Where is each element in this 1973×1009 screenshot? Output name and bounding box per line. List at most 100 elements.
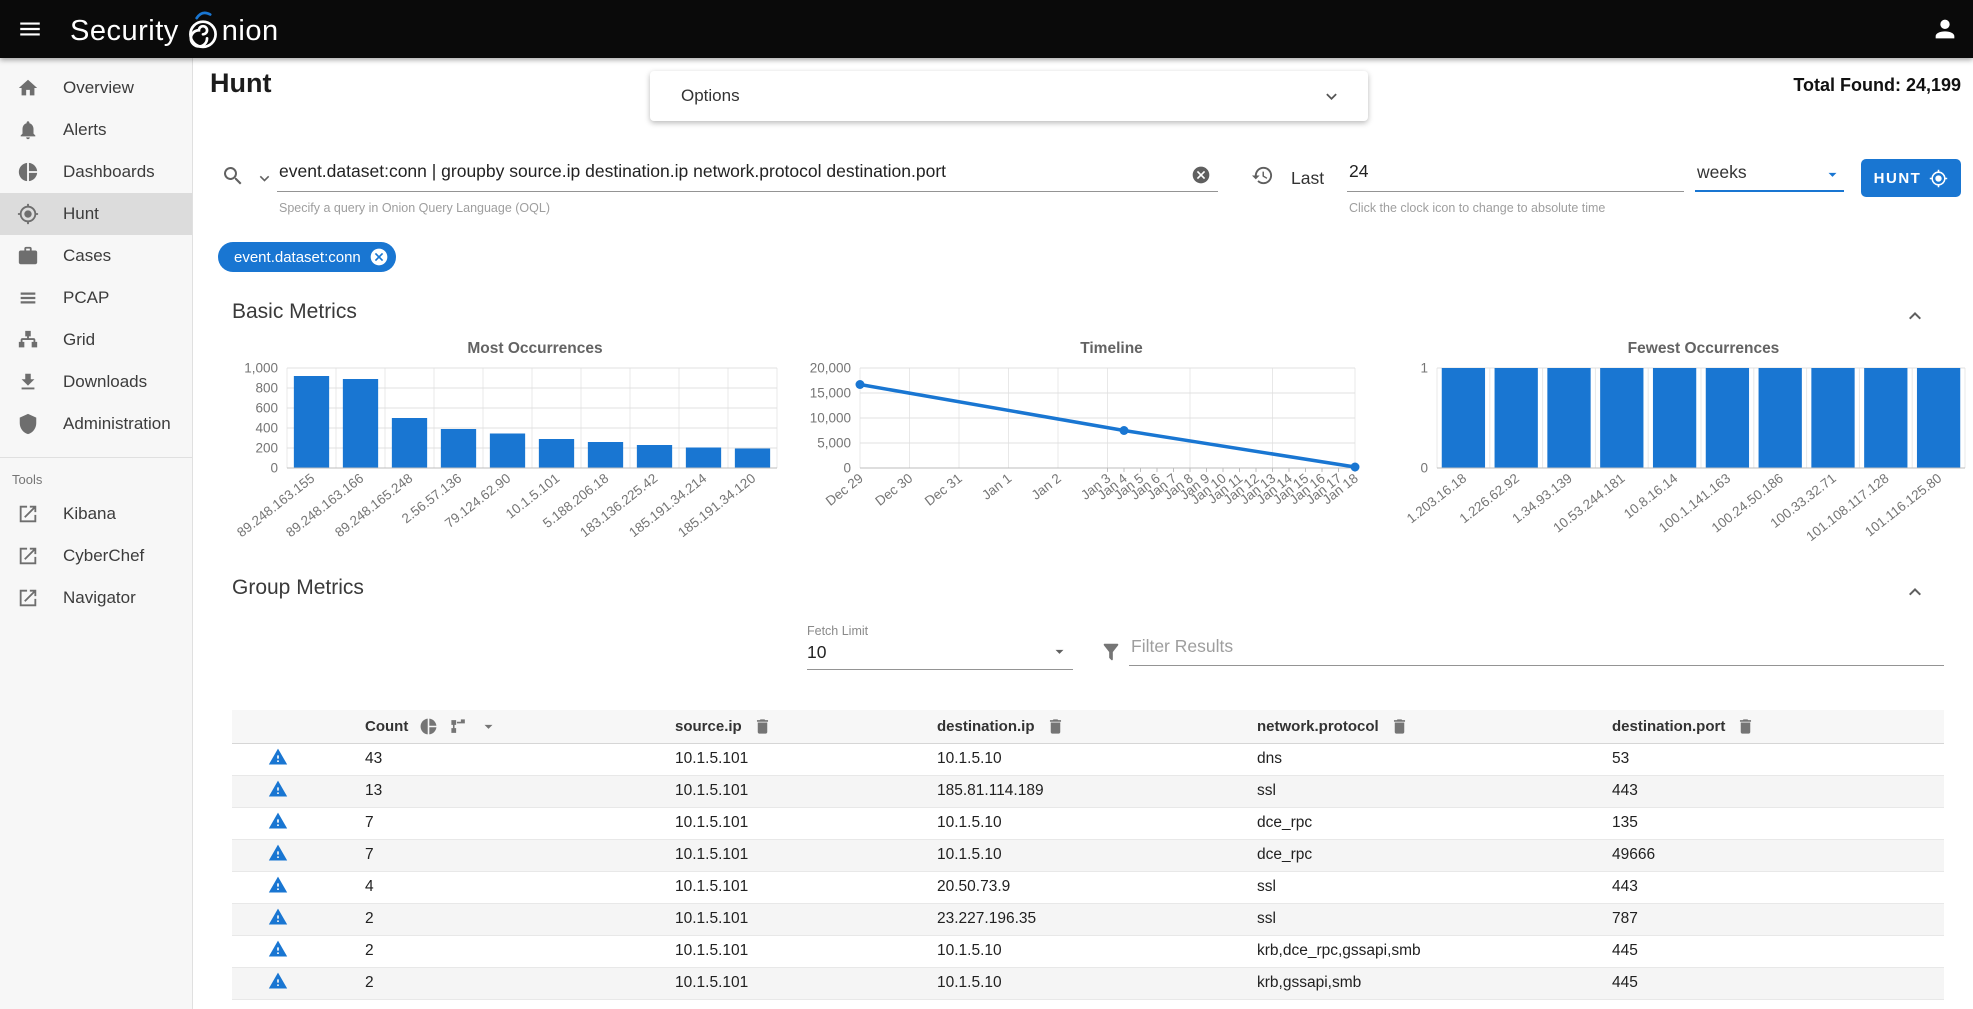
sidebar-item-downloads[interactable]: Downloads [0,361,192,403]
sidebar-item-dashboards[interactable]: Dashboards [0,151,192,193]
svg-text:600: 600 [255,401,278,416]
sidebar-item-label: Navigator [63,588,136,608]
bar-183.136.225.42[interactable] [637,445,672,468]
user-account-icon[interactable] [1931,15,1959,43]
sidebar-item-navigator[interactable]: Navigator [0,577,192,619]
table-cell: 10.1.5.101 [662,743,924,775]
relative-time-icon[interactable] [1251,164,1274,187]
bar-101.108.117.128[interactable] [1864,368,1907,468]
bar-10.53.244.181[interactable] [1600,368,1643,468]
external-icon [17,587,39,609]
chart-timeline[interactable]: Timeline05,00010,00015,00020,000Dec 29De… [793,340,1363,555]
sidebar-item-cases[interactable]: Cases [0,235,192,277]
svg-text:10,000: 10,000 [810,411,851,426]
table-row[interactable]: 1310.1.5.101185.81.114.189ssl443 [232,775,1944,807]
row-actions-warning-icon[interactable] [268,811,288,831]
table-cell: dce_rpc [1244,839,1599,871]
chart-most-occurrences[interactable]: Most Occurrences02004006008001,00089.248… [223,340,783,555]
bar-10.8.16.14[interactable] [1653,368,1696,468]
remove-column-icon[interactable] [1390,717,1409,736]
table-row[interactable]: 210.1.5.10110.1.5.10krb,dce_rpc,gssapi,s… [232,935,1944,967]
query-history-caret-icon[interactable] [255,169,274,188]
clear-query-icon[interactable] [1191,165,1211,185]
bar-1.203.16.18[interactable] [1442,368,1485,468]
remove-filter-icon[interactable] [369,247,389,267]
external-icon [17,503,39,525]
sidebar-item-administration[interactable]: Administration [0,403,192,445]
row-actions-warning-icon[interactable] [268,971,288,991]
bar-100.33.32.71[interactable] [1811,368,1854,468]
bar-185.191.34.120[interactable] [735,449,770,469]
column-menu-caret-icon[interactable] [479,717,498,736]
table-row[interactable]: 210.1.5.10123.227.196.35ssl787 [232,903,1944,935]
query-input[interactable] [277,158,1218,192]
sidebar-item-alerts[interactable]: Alerts [0,109,192,151]
bar-100.1.141.163[interactable] [1706,368,1749,468]
options-dropdown[interactable]: Options [650,71,1368,121]
row-actions-warning-icon[interactable] [268,747,288,767]
table-row[interactable]: 210.1.5.10110.1.5.10krb,gssapi,smb445 [232,967,1944,999]
table-row[interactable]: 710.1.5.10110.1.5.10dce_rpc135 [232,807,1944,839]
chart-canvas: 02004006008001,00089.248.163.15589.248.1… [223,360,783,550]
sidebar-item-overview[interactable]: Overview [0,67,192,109]
bar-1.226.62.92[interactable] [1495,368,1538,468]
bar-89.248.163.166[interactable] [343,379,378,468]
bar-101.116.125.80[interactable] [1917,368,1960,468]
row-actions-warning-icon[interactable] [268,875,288,895]
row-actions-warning-icon[interactable] [268,907,288,927]
table-row[interactable]: 4310.1.5.10110.1.5.10dns53 [232,743,1944,775]
row-actions-warning-icon[interactable] [268,843,288,863]
duration-input[interactable] [1347,158,1684,192]
remove-column-icon[interactable] [753,717,772,736]
remove-column-icon[interactable] [1736,717,1755,736]
collapse-group-metrics-icon[interactable] [1903,580,1927,604]
sidebar-item-cyberchef[interactable]: CyberChef [0,535,192,577]
svg-text:1,000: 1,000 [244,361,278,376]
table-row[interactable]: 710.1.5.10110.1.5.10dce_rpc49666 [232,839,1944,871]
row-actions-warning-icon[interactable] [268,779,288,799]
table-cell: ssl [1244,775,1599,807]
bar-185.191.34.214[interactable] [686,448,721,469]
table-row[interactable]: 410.1.5.10120.50.73.9ssl443 [232,871,1944,903]
remove-column-icon[interactable] [1046,717,1065,736]
row-actions-warning-icon[interactable] [268,939,288,959]
search-icon[interactable] [221,164,245,188]
sidebar-item-pcap[interactable]: PCAP [0,277,192,319]
main-content: Hunt Options Total Found: 24,199 Specify… [193,58,1973,1009]
filter-results-input[interactable] [1129,634,1944,666]
collapse-basic-metrics-icon[interactable] [1903,304,1927,328]
group-metrics-title: Group Metrics [232,576,364,600]
pie-chart-toggle-icon[interactable] [419,717,438,736]
sankey-toggle-icon[interactable] [449,717,468,736]
bar-2.56.57.136[interactable] [441,429,476,468]
sidebar-item-grid[interactable]: Grid [0,319,192,361]
units-select[interactable]: weeks [1695,158,1844,192]
bar-100.24.50.186[interactable] [1759,368,1802,468]
bar-10.1.5.101[interactable] [539,439,574,468]
bar-89.248.165.248[interactable] [392,418,427,468]
crosshair-icon [17,203,39,225]
table-cell: ssl [1244,871,1599,903]
timeline-point-Jan 18[interactable] [1351,463,1360,472]
bar-5.188.206.18[interactable] [588,442,623,468]
table-cell: ssl [1244,903,1599,935]
brand-prefix: Security [70,15,179,48]
bar-79.124.62.90[interactable] [490,434,525,469]
timeline-point-Jan 4[interactable] [1120,426,1129,435]
bar-1.34.93.139[interactable] [1547,368,1590,468]
sidebar-item-kibana[interactable]: Kibana [0,493,192,535]
bar-89.248.163.155[interactable] [294,376,329,468]
menu-icon[interactable] [17,16,43,42]
brand-suffix: nion [222,15,279,48]
table-cell: 10.1.5.101 [662,839,924,871]
sidebar-item-hunt[interactable]: Hunt [0,193,192,235]
timeline-point-Dec 29[interactable] [856,380,865,389]
table-cell: 4 [352,871,662,903]
chart-fewest-occurrences[interactable]: Fewest Occurrences011.203.16.181.226.62.… [1398,340,1970,555]
fetch-limit-select[interactable]: Fetch Limit 10 [807,624,1073,670]
hunt-button[interactable]: HUNT [1861,159,1961,197]
table-cell: 43 [352,743,662,775]
table-cell: dce_rpc [1244,807,1599,839]
table-cell: 135 [1599,807,1944,839]
filter-chip[interactable]: event.dataset:conn [218,242,396,272]
